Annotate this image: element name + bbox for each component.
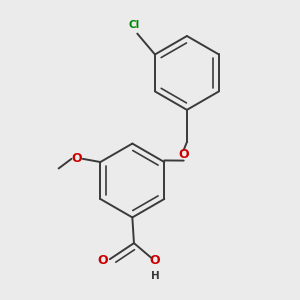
Text: O: O (98, 254, 108, 267)
Text: O: O (71, 152, 82, 165)
Text: H: H (151, 271, 160, 281)
Text: Cl: Cl (128, 20, 140, 30)
Text: O: O (178, 148, 189, 161)
Text: O: O (149, 254, 160, 267)
